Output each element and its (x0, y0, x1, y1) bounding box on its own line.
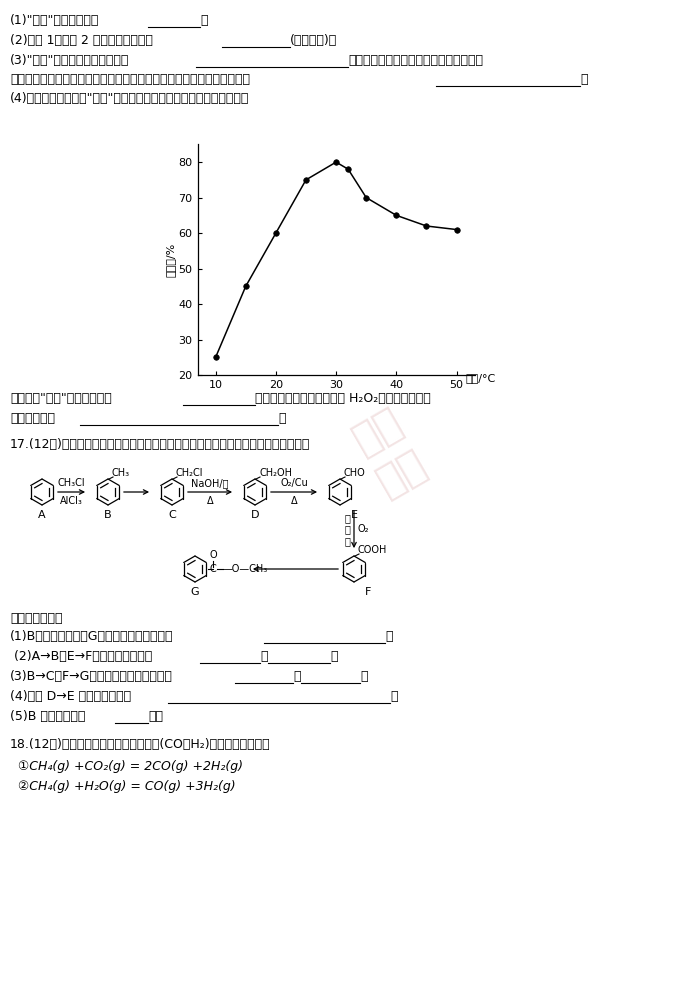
Text: 。: 。 (390, 690, 398, 703)
Text: (1)"焙烧"除去的物质是: (1)"焙烧"除去的物质是 (10, 14, 99, 27)
Text: 酸和焦亚硫酸钠，但从环保角度考虑，实际上没有代替，其主要原因可是: 酸和焦亚硫酸钠，但从环保角度考虑，实际上没有代替，其主要原因可是 (10, 73, 250, 86)
Text: ②CH₄(g) +H₂O(g) = CO(g) +3H₂(g): ②CH₄(g) +H₂O(g) = CO(g) +3H₂(g) (18, 780, 236, 793)
Text: O: O (209, 550, 217, 560)
Text: (5)B 的二氯代物有: (5)B 的二氯代物有 (10, 710, 85, 723)
Text: 。: 。 (278, 412, 286, 425)
Text: CH₂Cl: CH₂Cl (176, 468, 204, 478)
Text: CHO: CHO (344, 468, 366, 478)
Text: B: B (104, 510, 112, 520)
Text: A: A (38, 510, 46, 520)
Text: 种。: 种。 (148, 710, 163, 723)
Text: 。: 。 (580, 73, 588, 86)
Text: 。: 。 (385, 630, 392, 643)
Text: CH₂OH: CH₂OH (259, 468, 292, 478)
Text: (4)写出 D→E 的化学方程式：: (4)写出 D→E 的化学方程式： (10, 690, 131, 703)
Text: 温度/°C: 温度/°C (466, 373, 496, 383)
Text: F: F (365, 587, 371, 597)
Text: —O—CH₃: —O—CH₃ (223, 564, 268, 574)
Text: ①CH₄(g) +CO₂(g) = 2CO(g) +2H₂(g): ①CH₄(g) +CO₂(g) = 2CO(g) +2H₂(g) (18, 760, 243, 773)
Text: 可能的原因是: 可能的原因是 (10, 412, 55, 425)
Text: 回答下列问题：: 回答下列问题： (10, 612, 62, 625)
Text: O₂/Cu: O₂/Cu (280, 478, 308, 488)
Text: 、: 、 (260, 650, 267, 663)
Text: 18.(12分)工业上利用天然气制备合成气(CO、H₂)的反应原理如下：: 18.(12分)工业上利用天然气制备合成气(CO、H₂)的反应原理如下： (10, 738, 271, 751)
Text: C: C (209, 564, 216, 574)
Text: 答案
试卷: 答案 试卷 (346, 401, 435, 504)
Text: 由图判断"氧化"的最佳温度是: 由图判断"氧化"的最佳温度是 (10, 392, 112, 405)
Text: E: E (351, 510, 358, 520)
Text: ，在此温度下，实际消耗的 H₂O₂远大于理论量，: ，在此温度下，实际消耗的 H₂O₂远大于理论量， (255, 392, 431, 405)
Text: (4)其他条件相同时，"氧化"过程中，氧化率与温度的关系如图所示。: (4)其他条件相同时，"氧化"过程中，氧化率与温度的关系如图所示。 (10, 92, 249, 105)
Text: (3)"浸取"中不断搅拌，其作用是: (3)"浸取"中不断搅拌，其作用是 (10, 54, 130, 67)
Text: (填化学式)。: (填化学式)。 (290, 34, 337, 47)
Text: G: G (191, 587, 200, 597)
Text: 。: 。 (200, 14, 207, 27)
Text: AlCl₃: AlCl₃ (60, 496, 83, 506)
Text: 催
化
剂: 催 化 剂 (344, 513, 350, 546)
Text: O₂: O₂ (358, 524, 369, 534)
Text: 。: 。 (360, 670, 367, 683)
Text: 。从反应原理考虑，可用浓盐酸代替稀硫: 。从反应原理考虑，可用浓盐酸代替稀硫 (348, 54, 483, 67)
Text: Δ: Δ (290, 496, 297, 506)
Text: (2)固体 1、固体 2 的主要成分依次是: (2)固体 1、固体 2 的主要成分依次是 (10, 34, 153, 47)
Text: (2)A→B、E→F的反应类型依次是: (2)A→B、E→F的反应类型依次是 (10, 650, 152, 663)
Text: D: D (251, 510, 259, 520)
Text: COOH: COOH (358, 545, 387, 555)
Text: CH₃Cl: CH₃Cl (58, 478, 85, 488)
Text: (1)B的化学名称是；G中含氧官能团的名称是: (1)B的化学名称是；G中含氧官能团的名称是 (10, 630, 173, 643)
Text: 、: 、 (293, 670, 301, 683)
Text: 17.(12分)苯甲酸甲酯常用于调配香精。以苯为原料制备苯甲酸甲酯的流程如图所示：: 17.(12分)苯甲酸甲酯常用于调配香精。以苯为原料制备苯甲酸甲酯的流程如图所示… (10, 438, 310, 451)
Y-axis label: 氧化率/%: 氧化率/% (166, 243, 176, 277)
Text: (3)B→C、F→G的反应试剂和条件依次是: (3)B→C、F→G的反应试剂和条件依次是 (10, 670, 173, 683)
Text: Δ: Δ (207, 496, 213, 506)
Text: NaOH/水: NaOH/水 (191, 478, 229, 488)
Text: 。: 。 (330, 650, 337, 663)
Text: CH₃: CH₃ (112, 468, 130, 478)
Text: C: C (168, 510, 176, 520)
